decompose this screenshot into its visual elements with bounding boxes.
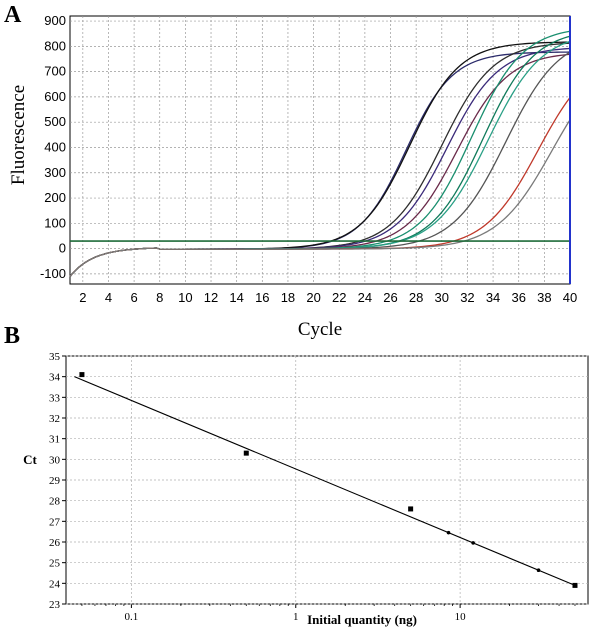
panel-b-letter: B — [4, 323, 20, 349]
chart-b-y-tick: 26 — [49, 537, 61, 549]
chart-b-y-tick: 23 — [49, 599, 61, 611]
chart-a-x-tick: 14 — [229, 290, 243, 305]
chart-a-x-tick: 34 — [486, 290, 500, 305]
chart-a-x-tick: 30 — [435, 290, 449, 305]
chart-b-y-tick: 33 — [49, 392, 61, 404]
chart-b-y-tick: 34 — [49, 372, 61, 384]
chart-b-y-tick: 35 — [49, 351, 61, 363]
chart-b-fit-marker — [446, 530, 451, 535]
chart-a-x-tick: 20 — [306, 290, 320, 305]
chart-a-plot-area — [69, 15, 571, 285]
chart-a-x-tick: 24 — [358, 290, 372, 305]
chart-b-x-tick: 0.1 — [125, 611, 139, 623]
chart-a-x-tick: 32 — [460, 290, 474, 305]
chart-a-y-tick: 400 — [44, 139, 66, 154]
chart-a-x-tick: 12 — [204, 290, 218, 305]
chart-b-x-tick: 10 — [455, 611, 467, 623]
chart-a-y-tick: 0 — [59, 241, 66, 256]
amplification-chart: 2 4 6 8 10 12 14 16 18 20 22 24 26 28 30 32 34 36 38 40-100… — [8, 13, 577, 340]
chart-a-x-tick: 18 — [281, 290, 295, 305]
chart-b-x-tick: 1 — [293, 611, 299, 623]
chart-a-x-tick: 40 — [563, 290, 577, 305]
chart-a-x-tick: 6 — [130, 290, 137, 305]
chart-a-x-tick: 26 — [383, 290, 397, 305]
chart-a-x-tick: 10 — [178, 290, 192, 305]
chart-b-y-tick: 32 — [49, 413, 60, 425]
chart-a-x-label: Cycle — [298, 319, 342, 340]
chart-b-point — [408, 506, 414, 512]
chart-a-series-11 — [69, 119, 571, 277]
chart-b-point — [79, 372, 85, 378]
chart-a-x-tick: 4 — [105, 290, 112, 305]
chart-b-point — [572, 582, 578, 588]
chart-a-x-tick: 38 — [537, 290, 551, 305]
chart-b-fit-marker — [536, 568, 541, 572]
chart-a-y-tick: 500 — [44, 114, 66, 129]
chart-a-y-tick: 200 — [44, 190, 66, 205]
chart-b-y-label: Ct — [23, 452, 37, 467]
chart-a-x-tick: 8 — [156, 290, 163, 305]
chart-b-ticks: 0.1 1 10 23 24 25 26 27 28 29 30 31 32 33 34 35 — [49, 351, 466, 623]
chart-b-y-tick: 30 — [49, 454, 61, 466]
chart-b-y-tick: 28 — [49, 496, 61, 508]
chart-b-y-tick: 27 — [49, 516, 61, 528]
chart-a-y-tick: 300 — [44, 165, 66, 180]
chart-b-fit-marker — [471, 541, 475, 545]
chart-a-y-tick: 100 — [44, 215, 66, 230]
chart-b-y-tick: 24 — [49, 578, 61, 590]
chart-a-curves — [69, 16, 571, 284]
chart-b-fit-line — [74, 376, 576, 586]
chart-a-y-tick: 800 — [44, 38, 66, 53]
chart-b-y-tick: 29 — [49, 475, 61, 487]
chart-a-y-tick: -100 — [40, 266, 66, 281]
chart-a-y-tick: 900 — [44, 13, 66, 28]
chart-a-x-tick: 2 — [79, 290, 86, 305]
chart-b-y-tick: 31 — [49, 434, 60, 446]
chart-a-y-label: Fluorescence — [8, 85, 29, 185]
chart-b-grid — [62, 355, 588, 608]
chart-b-point — [243, 450, 249, 456]
panel-a-letter: A — [4, 2, 22, 28]
chart-a-ticks: 2 4 6 8 10 12 14 16 18 20 22 24 26 28 30 32 34 36 38 40-100… — [40, 13, 577, 305]
chart-a-y-tick: 700 — [44, 64, 66, 79]
chart-a-x-tick: 28 — [409, 290, 423, 305]
chart-a-x-tick: 36 — [511, 290, 525, 305]
chart-a-x-tick: 22 — [332, 290, 346, 305]
chart-a-x-tick: 16 — [255, 290, 269, 305]
standard-curve-chart: 0.1 1 10 23 24 25 26 27 28 29 30 31 32 33 34 35 Initial… — [23, 351, 589, 627]
chart-a-y-tick: 600 — [44, 89, 66, 104]
chart-b-y-tick: 25 — [49, 558, 61, 570]
chart-b-data — [74, 372, 578, 588]
chart-b-x-label: Initial quantity (ng) — [307, 612, 417, 627]
